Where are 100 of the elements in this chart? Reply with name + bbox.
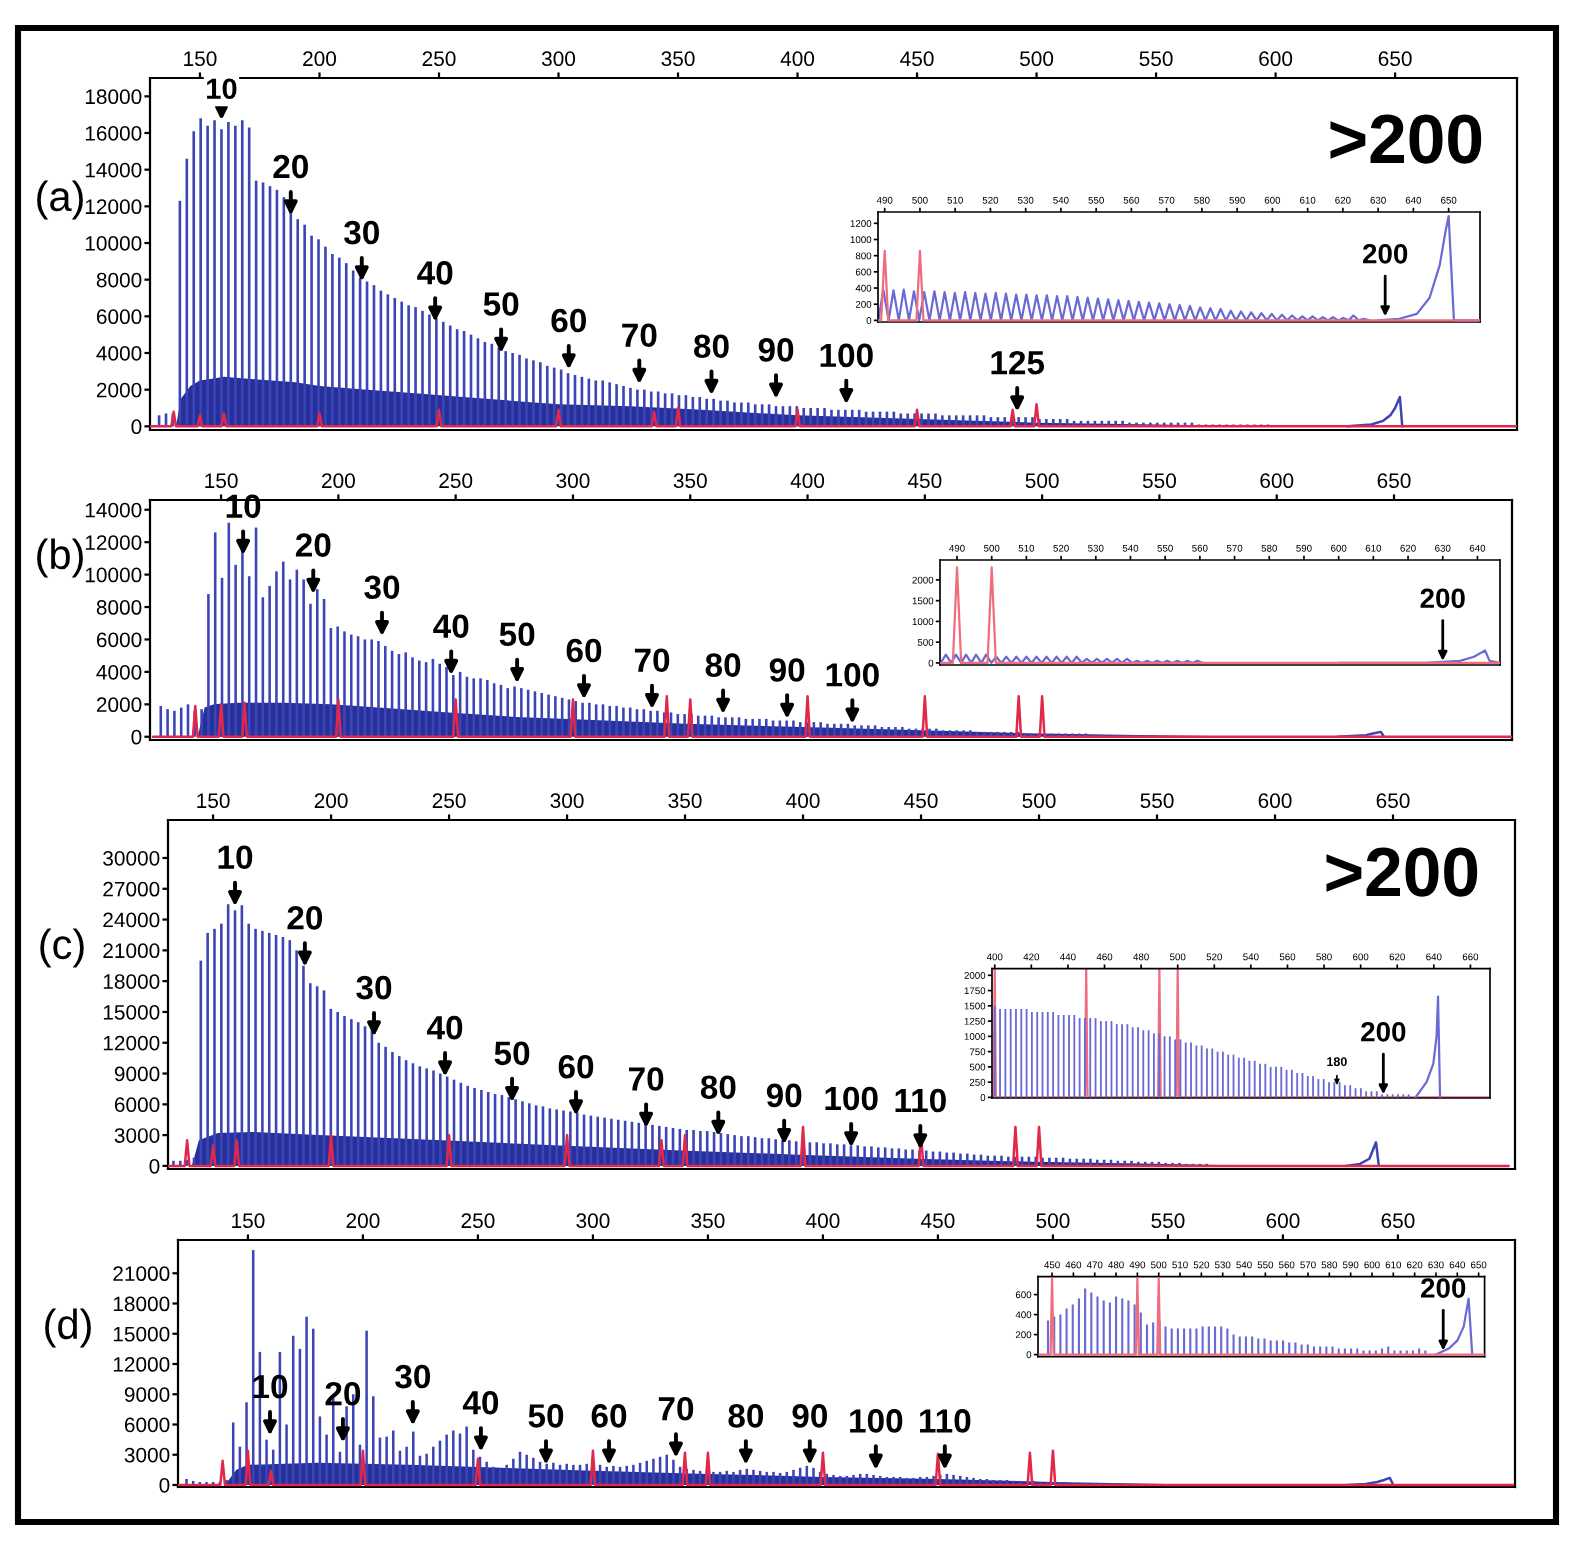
annotation: 80 — [705, 653, 741, 677]
annotation: 90 — [792, 1404, 827, 1428]
x-tick-label: 650 — [1377, 473, 1411, 489]
annotation: 50 — [528, 1404, 564, 1428]
annotation: >200 — [1326, 847, 1478, 897]
x-tick-label: 300 — [541, 51, 576, 67]
y-tick-label: 6000 — [96, 309, 142, 325]
x-tick-label: 350 — [673, 473, 707, 489]
annotation: 60 — [551, 308, 586, 333]
annotation: 70 — [629, 1067, 664, 1091]
x-tick-label: 300 — [556, 473, 590, 489]
y-tick-label: 14000 — [85, 162, 142, 178]
annotation: 70 — [658, 1397, 694, 1421]
x-tick-label: 650 — [1381, 1213, 1415, 1229]
y-tick-label: 6000 — [96, 632, 142, 648]
y-tick-label: 4000 — [96, 346, 142, 361]
x-tick-label: 200 — [303, 51, 337, 67]
annotation: >200 — [1330, 114, 1482, 164]
annotation: 200 — [1420, 588, 1465, 609]
x-tick-label: 400 — [786, 793, 820, 809]
y-tick-label: 21000 — [103, 943, 160, 959]
y-tick-label: 8000 — [96, 600, 142, 615]
x-tick-label: 300 — [550, 793, 584, 809]
text: (c) — [40, 928, 84, 968]
annotation: 40 — [433, 614, 469, 638]
annotation: 40 — [427, 1015, 463, 1040]
annotation: 10 — [207, 78, 237, 100]
x-tick-label: 200 — [322, 473, 355, 489]
y-tick-label: 18000 — [85, 89, 142, 105]
x-tick-label: 250 — [439, 473, 473, 489]
annotation: 10 — [218, 845, 253, 870]
y-tick-label: 0 — [131, 729, 142, 745]
annotation: 40 — [417, 261, 453, 285]
y-tick-label: 9000 — [114, 1066, 160, 1082]
x-tick-label: 550 — [1142, 473, 1176, 489]
annotation: 50 — [499, 622, 535, 647]
x-tick-label: 450 — [904, 793, 938, 809]
y-tick-label: 18000 — [103, 974, 160, 989]
y-tick-label: 27000 — [103, 881, 160, 897]
annotation: 90 — [766, 1083, 802, 1108]
annotation: 20 — [287, 906, 323, 930]
x-tick-label: 450 — [907, 473, 942, 489]
y-tick-label: 2000 — [96, 382, 142, 398]
annotation: 80 — [728, 1404, 764, 1428]
x-tick-label: 500 — [1036, 1213, 1070, 1229]
annotation: 80 — [700, 1075, 736, 1100]
y-tick-label: 0 — [131, 419, 142, 435]
x-tick-label: 350 — [691, 1213, 725, 1229]
annotation: 125 — [991, 350, 1045, 375]
x-tick-label: 250 — [422, 51, 456, 67]
y-tick-label: 10000 — [85, 567, 142, 583]
x-tick-label: 650 — [1376, 793, 1410, 809]
annotation: 80 — [694, 334, 729, 359]
annotation: 110 — [895, 1088, 946, 1113]
x-tick-label: 400 — [806, 1213, 840, 1229]
x-tick-label: 250 — [461, 1213, 495, 1229]
annotation: 40 — [462, 1390, 499, 1415]
annotation: 60 — [566, 638, 602, 663]
y-tick-label: 10000 — [85, 236, 142, 251]
y-tick-label: 12000 — [103, 1035, 160, 1051]
x-tick-label: 350 — [661, 51, 695, 67]
y-tick-label: 9000 — [124, 1387, 170, 1402]
x-tick-label: 150 — [184, 51, 217, 67]
y-tick-label: 0 — [149, 1158, 160, 1174]
annotation: 90 — [758, 338, 794, 362]
y-tick-label: 8000 — [96, 272, 142, 288]
annotation: 30 — [395, 1364, 431, 1389]
x-tick-label: 550 — [1139, 51, 1173, 67]
annotation: 20 — [273, 154, 308, 179]
annotation: 30 — [356, 975, 392, 1000]
y-tick-label: 12000 — [85, 535, 142, 550]
x-tick-label: 250 — [432, 793, 466, 809]
x-tick-label: 600 — [1260, 473, 1294, 489]
annotation: 60 — [558, 1054, 594, 1079]
y-tick-label: 2000 — [96, 697, 142, 713]
x-tick-label: 600 — [1259, 51, 1293, 67]
x-tick-label: 600 — [1258, 793, 1292, 809]
y-tick-label: 3000 — [124, 1447, 170, 1463]
annotation: 90 — [769, 658, 805, 682]
text: (a) — [37, 180, 83, 220]
y-tick-label: 24000 — [103, 912, 160, 928]
y-tick-label: 15000 — [103, 1004, 160, 1020]
text: (b) — [37, 538, 83, 578]
y-tick-label: 21000 — [113, 1266, 170, 1282]
annotation: 200 — [1361, 1021, 1406, 1042]
annotation: 70 — [622, 323, 657, 348]
y-tick-label: 16000 — [85, 126, 142, 141]
x-tick-label: 550 — [1140, 793, 1174, 809]
x-tick-label: 150 — [197, 793, 230, 809]
annotation: 20 — [295, 533, 331, 557]
annotation: 50 — [494, 1041, 530, 1066]
annotation: 60 — [591, 1404, 627, 1428]
y-tick-label: 14000 — [85, 502, 142, 518]
annotation: 50 — [483, 292, 519, 316]
annotation: 20 — [325, 1381, 361, 1406]
y-tick-label: 30000 — [103, 850, 160, 866]
x-tick-label: 500 — [1025, 473, 1059, 489]
annotation: 70 — [634, 648, 670, 673]
annotation: 100 — [825, 1086, 878, 1111]
text: (d) — [45, 1308, 91, 1348]
